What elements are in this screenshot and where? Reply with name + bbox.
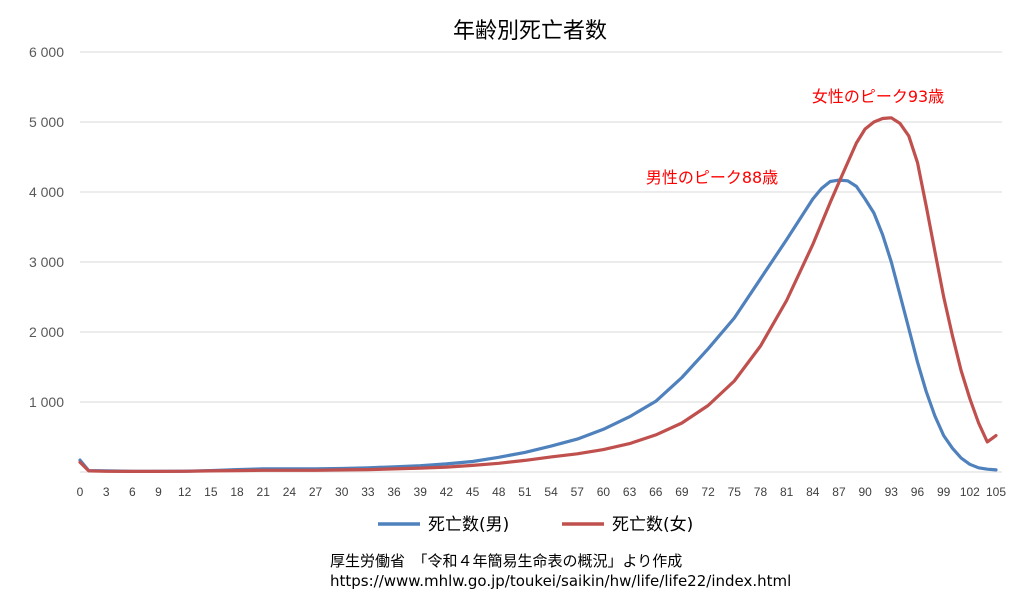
x-tick-label: 105 (986, 485, 1006, 499)
x-tick-label: 75 (728, 485, 742, 499)
gridlines (80, 51, 1002, 473)
x-tick-label: 87 (832, 485, 846, 499)
y-axis-ticks: 1 000 2 000 3 000 4 000 5 000 6 000 (29, 44, 64, 410)
x-tick-label: 48 (492, 485, 506, 499)
x-tick-label: 54 (544, 485, 558, 499)
x-tick-label: 63 (623, 485, 637, 499)
legend-label: 死亡数(男) (428, 515, 509, 535)
chart-title: 年齢別死亡者数 (453, 19, 607, 44)
x-tick-label: 78 (754, 485, 768, 499)
x-tick-label: 24 (283, 485, 297, 499)
x-tick-label: 30 (335, 485, 349, 499)
x-tick-label: 57 (571, 485, 585, 499)
peak-annotation: 男性のピーク88歳 (646, 168, 778, 187)
series-lines (78, 116, 998, 473)
x-tick-label: 51 (518, 485, 532, 499)
x-tick-label: 84 (806, 485, 820, 499)
x-tick-label: 6 (129, 485, 136, 499)
series-line-male (78, 178, 998, 473)
x-tick-label: 72 (701, 485, 715, 499)
x-tick-label: 102 (960, 485, 980, 499)
x-tick-label: 42 (440, 485, 454, 499)
x-tick-label: 60 (597, 485, 611, 499)
legend: 死亡数(男) 死亡数(女) (378, 515, 693, 535)
legend-label: 死亡数(女) (612, 515, 693, 535)
source-url: https://www.mhlw.go.jp/toukei/saikin/hw/… (330, 572, 792, 590)
y-tick-label: 3 000 (29, 254, 64, 270)
x-tick-label: 90 (858, 485, 872, 499)
x-tick-label: 39 (414, 485, 428, 499)
x-tick-label: 18 (230, 485, 244, 499)
x-tick-label: 93 (885, 485, 899, 499)
x-tick-label: 81 (780, 485, 794, 499)
x-tick-label: 15 (204, 485, 218, 499)
y-tick-label: 2 000 (29, 324, 64, 340)
series-line-female (78, 116, 998, 473)
x-axis-ticks: 0 3 6 9 12 15 18 21 24 27 30 33 36 39 42 45 48 51 54 57 60 63… (77, 485, 1007, 499)
y-tick-label: 4 000 (29, 184, 64, 200)
x-tick-label: 45 (466, 485, 480, 499)
y-tick-label: 6 000 (29, 44, 64, 60)
x-tick-label: 33 (361, 485, 375, 499)
x-tick-label: 99 (937, 485, 951, 499)
x-tick-label: 21 (257, 485, 271, 499)
x-tick-label: 66 (649, 485, 663, 499)
x-tick-label: 9 (155, 485, 162, 499)
source-citation: 厚生労働省 「令和４年簡易生命表の概況」より作成 (330, 552, 683, 570)
x-tick-label: 27 (309, 485, 323, 499)
x-tick-label: 12 (178, 485, 192, 499)
x-tick-label: 0 (77, 485, 84, 499)
x-tick-label: 36 (387, 485, 401, 499)
x-tick-label: 69 (675, 485, 689, 499)
y-tick-label: 5 000 (29, 114, 64, 130)
x-tick-label: 96 (911, 485, 925, 499)
x-tick-label: 3 (103, 485, 110, 499)
y-tick-label: 1 000 (29, 394, 64, 410)
peak-annotation: 女性のピーク93歳 (812, 87, 944, 106)
